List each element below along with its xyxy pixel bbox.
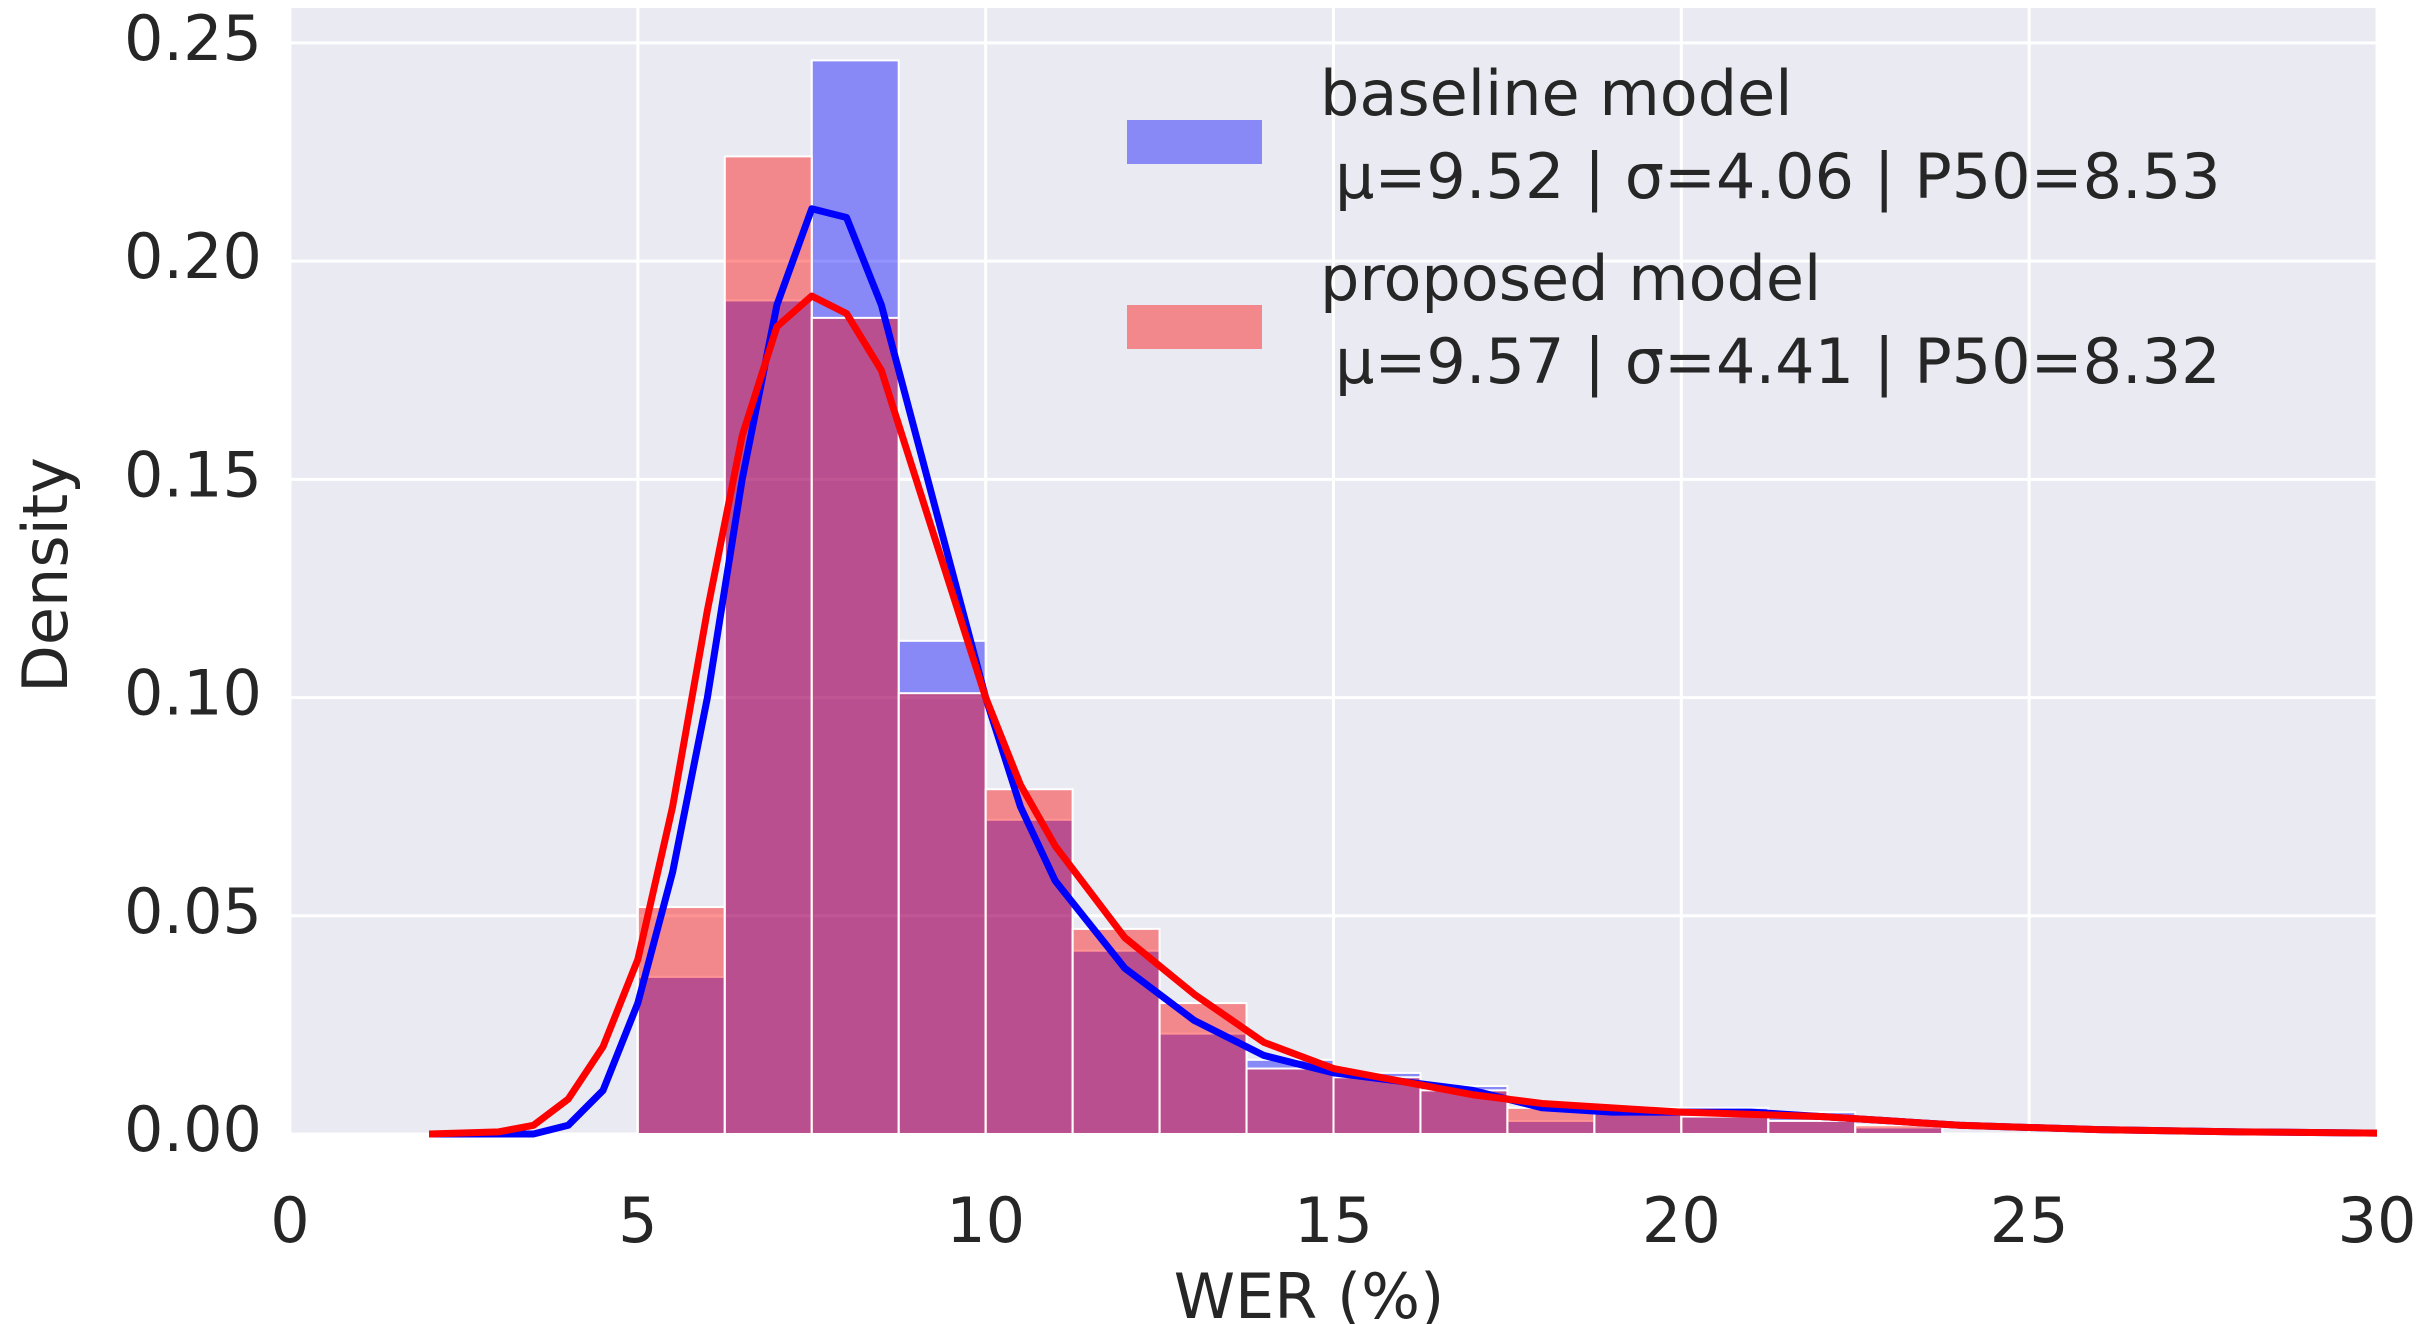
histogram-bar [1767, 1119, 1857, 1136]
histogram-bar [1245, 1067, 1335, 1136]
x-tick-label: 20 [1642, 1184, 1721, 1257]
x-axis-label: WER (%) [1174, 1260, 1445, 1324]
x-tick-label: 10 [946, 1184, 1025, 1257]
y-tick-label: 0.15 [124, 438, 262, 511]
y-tick-label: 0.00 [124, 1093, 262, 1166]
histogram-bar [897, 639, 987, 1135]
legend-label: baseline model [1320, 57, 1792, 130]
histogram-bar [897, 692, 987, 1135]
y-tick-label: 0.10 [124, 657, 262, 730]
y-tick-label: 0.25 [124, 2, 262, 75]
x-tick-label: 15 [1294, 1184, 1373, 1257]
y-tick-label: 0.20 [124, 220, 262, 293]
histogram-bar [1680, 1115, 1770, 1135]
histogram-bar [984, 788, 1074, 1135]
x-tick-label: 25 [1990, 1184, 2069, 1257]
legend-stats: μ=9.52 | σ=4.06 | P50=8.53 [1335, 140, 2221, 214]
x-tick-label: 30 [2338, 1184, 2417, 1257]
kde-curve [429, 292, 2378, 1138]
histogram-bar [1854, 1124, 1944, 1136]
histogram-bar [1071, 927, 1161, 1135]
legend-stats: μ=9.57 | σ=4.41 | P50=8.32 [1335, 325, 2221, 399]
legend-label: proposed model [1320, 242, 1821, 315]
legend-swatch [1127, 305, 1262, 349]
y-axis-label: Density [9, 457, 82, 693]
y-tick-label: 0.05 [124, 875, 262, 948]
x-tick-label: 0 [270, 1184, 309, 1257]
x-tick-label: 5 [618, 1184, 657, 1257]
legend-swatch [1127, 120, 1262, 164]
histogram-bar [810, 316, 900, 1135]
histogram-bar [1332, 1076, 1422, 1135]
